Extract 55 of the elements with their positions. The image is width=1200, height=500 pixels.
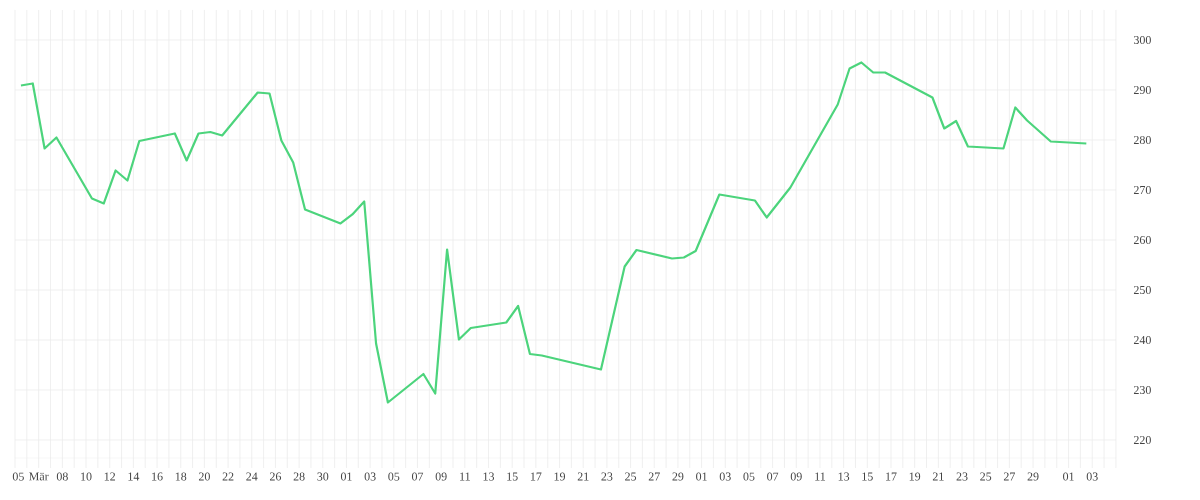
x-tick-label: 01 bbox=[1063, 472, 1074, 481]
x-tick-label: 27 bbox=[1003, 472, 1015, 481]
x-tick-label: 25 bbox=[980, 472, 992, 481]
x-tick-label: 23 bbox=[601, 472, 613, 481]
x-tick-label: 01 bbox=[696, 472, 707, 481]
y-tick-label: 240 bbox=[1133, 335, 1151, 345]
x-tick-label: 28 bbox=[293, 472, 305, 481]
x-tick-label: 03 bbox=[1086, 472, 1098, 481]
x-tick-label: 18 bbox=[175, 472, 187, 481]
x-tick-label: 09 bbox=[435, 472, 447, 481]
x-tick-label: Mär bbox=[29, 472, 49, 481]
x-tick-label: 07 bbox=[767, 472, 779, 481]
x-tick-label: 21 bbox=[932, 472, 944, 481]
x-tick-label: 21 bbox=[577, 472, 589, 481]
y-tick-label: 280 bbox=[1133, 135, 1151, 145]
y-tick-label: 290 bbox=[1133, 85, 1151, 95]
x-tick-label: 12 bbox=[104, 472, 116, 481]
x-tick-label: 20 bbox=[198, 472, 210, 481]
x-tick-label: 16 bbox=[152, 472, 163, 481]
x-tick-label: 26 bbox=[269, 472, 282, 481]
y-tick-label: 260 bbox=[1133, 235, 1151, 245]
x-tick-label: 05 bbox=[743, 472, 755, 481]
x-tick-label: 09 bbox=[790, 472, 802, 481]
x-tick-label: 05 bbox=[388, 472, 400, 481]
x-tick-label: 14 bbox=[128, 472, 140, 481]
x-tick-label: 13 bbox=[483, 472, 495, 481]
x-tick-label: 19 bbox=[554, 472, 566, 481]
x-tick-label: 13 bbox=[838, 472, 850, 481]
x-tick-label: 07 bbox=[411, 472, 424, 481]
x-tick-label: 17 bbox=[886, 472, 897, 481]
y-tick-label: 250 bbox=[1133, 285, 1151, 295]
x-tick-label: 10 bbox=[81, 472, 92, 481]
x-tick-label: 29 bbox=[672, 472, 684, 481]
x-tick-label: 30 bbox=[317, 472, 329, 481]
x-tick-label: 05 bbox=[12, 472, 24, 481]
x-tick-label: 03 bbox=[719, 472, 731, 481]
x-tick-label: 15 bbox=[862, 472, 873, 481]
x-tick-label: 01 bbox=[340, 472, 352, 481]
x-tick-label: 23 bbox=[956, 472, 968, 481]
x-tick-label: 24 bbox=[246, 472, 258, 481]
x-tick-label: 22 bbox=[222, 472, 234, 481]
x-tick-label: 17 bbox=[530, 472, 542, 481]
y-tick-label: 300 bbox=[1134, 35, 1151, 45]
y-tick-label: 220 bbox=[1133, 435, 1151, 445]
y-tick-label: 230 bbox=[1133, 385, 1151, 395]
x-tick-label: 11 bbox=[815, 472, 826, 481]
x-tick-label: 29 bbox=[1027, 472, 1039, 481]
x-tick-label: 11 bbox=[460, 472, 470, 481]
x-tick-label: 03 bbox=[364, 472, 376, 481]
y-tick-label: 270 bbox=[1133, 185, 1151, 195]
x-tick-label: 25 bbox=[625, 472, 637, 481]
x-tick-label: 15 bbox=[507, 472, 518, 481]
x-tick-label: 19 bbox=[909, 472, 921, 481]
x-tick-label: 27 bbox=[648, 472, 660, 481]
x-tick-label: 08 bbox=[56, 472, 68, 481]
